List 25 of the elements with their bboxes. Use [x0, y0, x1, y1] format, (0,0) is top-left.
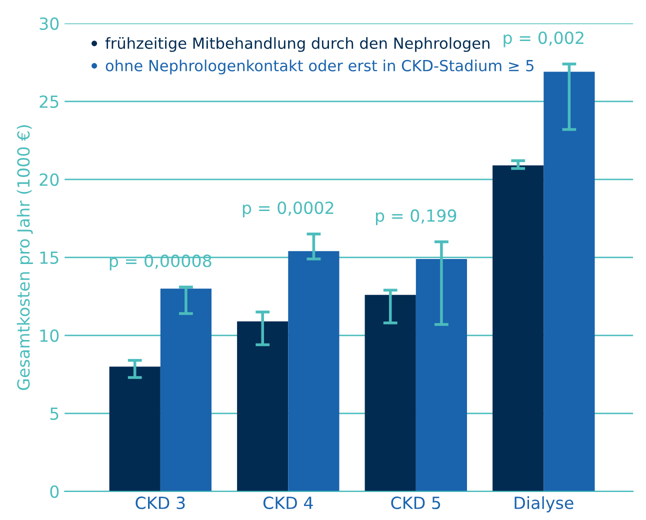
y-tick-label: 25: [40, 95, 58, 108]
bar: [492, 165, 544, 492]
x-tick-label: CKD 5: [391, 496, 440, 510]
annotation: p = 0,199: [376, 209, 456, 226]
bar: [109, 366, 160, 492]
y-axis-title: Gesamtkosten pro Jahr (1000 €): [16, 125, 33, 390]
y-tick-label: 10: [40, 329, 59, 342]
x-tick-label: Dialyse: [514, 496, 574, 512]
bar: [237, 321, 288, 492]
legend-label: ohne Nephrologenkontakt oder erst in CKD-Stadium ≥ 5: [106, 60, 534, 74]
y-tick-label: 15: [40, 252, 58, 264]
y-tick-label: 5: [50, 408, 58, 420]
x-tick-label: CKD 4: [263, 496, 313, 510]
bar: [288, 251, 340, 492]
x-tick-label: CKD 3: [136, 496, 185, 510]
y-tick-label: 20: [40, 173, 59, 186]
legend-label: frühzeitige Mitbehandlung durch den Nephrologen: [105, 37, 490, 52]
bar: [416, 258, 468, 492]
bar: [544, 72, 595, 492]
bar: [160, 288, 212, 492]
annotation: p = 0,0002: [242, 201, 334, 218]
y-tick-label: 0: [50, 485, 59, 498]
y-tick-label: 30: [40, 17, 59, 30]
bar: [364, 294, 416, 492]
annotation: p = 0,002: [504, 31, 584, 48]
